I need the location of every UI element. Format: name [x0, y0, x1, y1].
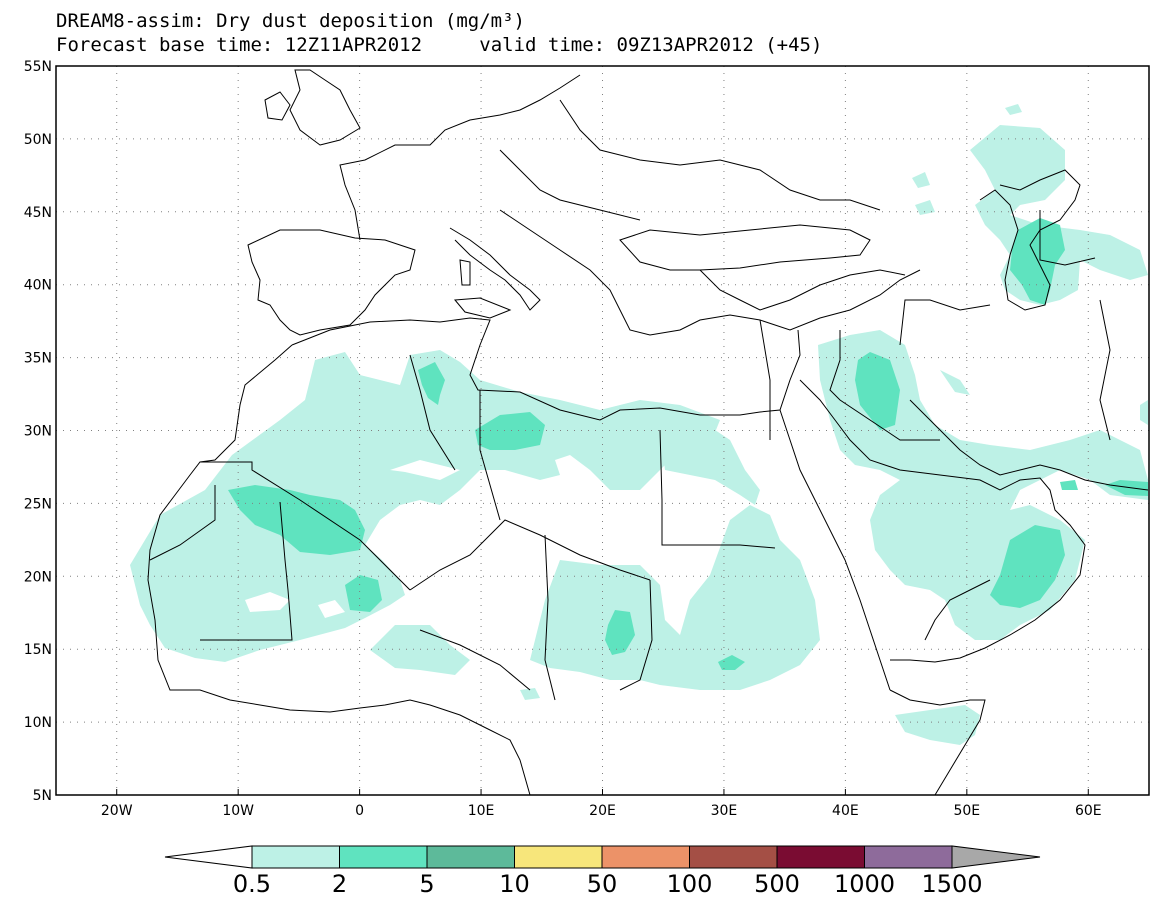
axis-ticks	[116, 789, 1089, 795]
lat-label: 55N	[24, 59, 52, 75]
dust-region-light	[130, 104, 1148, 745]
dust-fields	[130, 104, 1148, 745]
lon-label: 20E	[589, 803, 616, 819]
colorbar-segment	[339, 845, 428, 869]
coastlines-borders	[147, 69, 1149, 795]
lon-label: 50E	[953, 803, 980, 819]
longitude-labels: 20W 10W 0 10E 20E 30E 40E 50E 60E	[101, 803, 1102, 819]
lat-label: 40N	[24, 278, 52, 294]
colorbar-over-triangle	[951, 845, 1041, 869]
colorbar-label: 10	[499, 870, 530, 898]
lon-label: 40E	[832, 803, 859, 819]
colorbar-label: 0.5	[233, 870, 271, 898]
lon-label: 0	[355, 803, 364, 819]
valid-time-label: valid time: 09Z13APR2012 (+45)	[479, 34, 823, 56]
colorbar-label: 1000	[834, 870, 895, 898]
base-time-label: Forecast base time: 12Z11APR2012	[56, 34, 423, 56]
map-subtitle: Forecast base time: 12Z11APR2012 valid t…	[56, 34, 822, 56]
lat-label: 10N	[24, 715, 52, 731]
colorbar	[164, 845, 1041, 869]
lat-label: 30N	[24, 424, 52, 440]
colorbar-segment	[864, 845, 953, 869]
colorbar-label: 5	[419, 870, 434, 898]
colorbar-segment	[514, 845, 603, 869]
map-gridlines	[56, 66, 1149, 795]
lat-label: 5N	[33, 788, 52, 804]
lat-label: 20N	[24, 569, 52, 585]
lat-label: 45N	[24, 205, 52, 221]
lon-label: 10W	[222, 803, 254, 819]
colorbar-segment	[426, 845, 515, 869]
colorbar-label: 1500	[921, 870, 982, 898]
colorbar-label: 50	[587, 870, 618, 898]
colorbar-segment	[601, 845, 690, 869]
lon-label: 10E	[468, 803, 495, 819]
colorbar-label: 100	[667, 870, 713, 898]
colorbar-segment	[251, 845, 340, 869]
lat-label: 15N	[24, 642, 52, 658]
colorbar-labels: 0.5 2 5 10 50 100 500 1000 1500	[233, 870, 983, 898]
latitude-labels: 55N 50N 45N 40N 35N 30N 25N 20N 15N 10N 5N	[24, 59, 52, 804]
colorbar-label: 2	[332, 870, 347, 898]
colorbar-under-triangle	[164, 845, 253, 869]
dust-region-medium	[228, 218, 1148, 670]
colorbar-label: 500	[754, 870, 800, 898]
colorbar-segment	[689, 845, 778, 869]
lon-label: 30E	[711, 803, 738, 819]
lat-label: 35N	[24, 351, 52, 367]
lon-label: 20W	[101, 803, 133, 819]
colorbar-segment	[776, 845, 865, 869]
map-title: DREAM8-assim: Dry dust deposition (mg/m³…	[56, 10, 525, 32]
lon-label: 60E	[1075, 803, 1102, 819]
lat-label: 50N	[24, 132, 52, 148]
lat-label: 25N	[24, 496, 52, 512]
